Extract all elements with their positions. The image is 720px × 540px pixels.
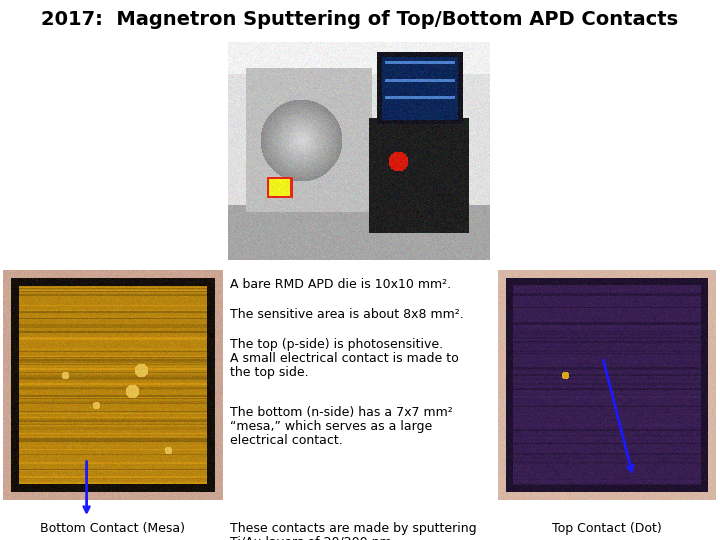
Text: The sensitive area is about 8x8 mm².: The sensitive area is about 8x8 mm². [230,308,464,321]
Text: “mesa,” which serves as a large: “mesa,” which serves as a large [230,420,432,433]
Text: These contacts are made by sputtering: These contacts are made by sputtering [230,522,477,535]
Text: The bottom (n-side) has a 7x7 mm²: The bottom (n-side) has a 7x7 mm² [230,406,453,419]
Text: the top side.: the top side. [230,366,309,379]
Text: electrical contact.: electrical contact. [230,434,343,447]
Text: A bare RMD APD die is 10x10 mm².: A bare RMD APD die is 10x10 mm². [230,278,451,291]
Text: A small electrical contact is made to: A small electrical contact is made to [230,352,459,365]
Text: The top (p-side) is photosensitive.: The top (p-side) is photosensitive. [230,338,443,351]
Text: Bottom Contact (Mesa): Bottom Contact (Mesa) [40,522,186,535]
Text: Top Contact (Dot): Top Contact (Dot) [552,522,662,535]
Text: 2017:  Magnetron Sputtering of Top/Bottom APD Contacts: 2017: Magnetron Sputtering of Top/Bottom… [42,10,678,29]
Text: Ti/Au layers of 20/200 nm.: Ti/Au layers of 20/200 nm. [230,536,395,540]
